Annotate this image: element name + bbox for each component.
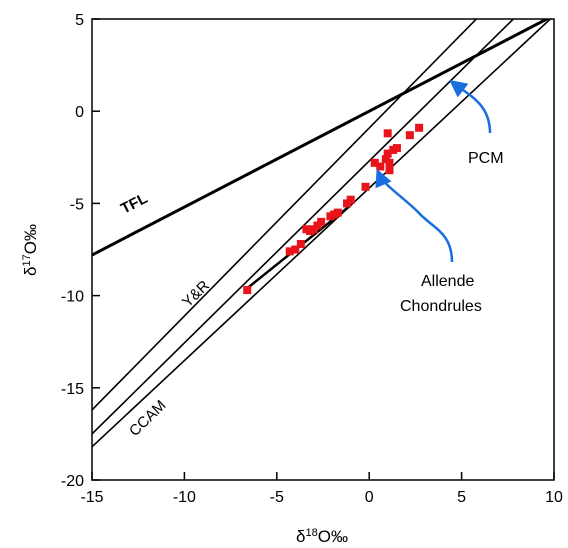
y-tick-label: -20 — [61, 473, 84, 490]
x-tick-label: 0 — [365, 489, 374, 506]
pcm-annotation-label: PCM — [468, 150, 504, 167]
data-point — [361, 182, 370, 191]
y-tick-label: -10 — [61, 289, 84, 306]
data-point — [392, 144, 401, 153]
data-point — [370, 158, 379, 167]
x-tick-label: 10 — [545, 489, 563, 506]
data-point — [346, 195, 355, 204]
data-point — [317, 217, 326, 226]
x-tick-label: -15 — [80, 489, 103, 506]
data-point — [385, 158, 394, 167]
data-point — [291, 245, 300, 254]
data-point — [285, 247, 294, 256]
data-point — [296, 239, 305, 248]
y-tick-label: -15 — [61, 381, 84, 398]
axis-ticks: -15 -10 -5 0 5 10-20-15-10-505 — [61, 12, 563, 506]
data-point — [243, 286, 252, 295]
pcm-arrow — [449, 79, 492, 134]
y-axis-title: δ17O‰ — [21, 224, 40, 276]
data-point — [405, 131, 414, 140]
reference-lines — [92, 19, 551, 448]
annotation-arrows — [375, 79, 492, 263]
tfl-label: TFL — [118, 190, 150, 218]
data-point — [385, 166, 394, 175]
allende-arrow — [375, 168, 454, 263]
x-axis-title: δ18O‰ — [296, 527, 348, 546]
reference-line-yr — [92, 19, 477, 411]
data-point — [376, 162, 385, 171]
data-point — [383, 149, 392, 158]
data-points — [243, 123, 424, 295]
plot-frame — [91, 18, 555, 481]
x-tick-label: -5 — [270, 489, 284, 506]
data-point — [333, 208, 342, 217]
data-point — [383, 129, 392, 138]
y-tick-label: 5 — [75, 12, 84, 29]
data-point — [415, 123, 424, 132]
x-tick-label: -10 — [173, 489, 196, 506]
yr-label: Y&R — [179, 277, 213, 311]
y-tick-label: 0 — [75, 104, 84, 121]
x-tick-label: 5 — [457, 489, 466, 506]
ccam-label: CCAM — [126, 397, 170, 440]
reference-line-ccam — [92, 19, 551, 448]
y-tick-label: -5 — [70, 196, 84, 213]
allende-label-line2: Chondrules — [400, 298, 482, 315]
allende-label-line1: Allende — [421, 273, 474, 290]
